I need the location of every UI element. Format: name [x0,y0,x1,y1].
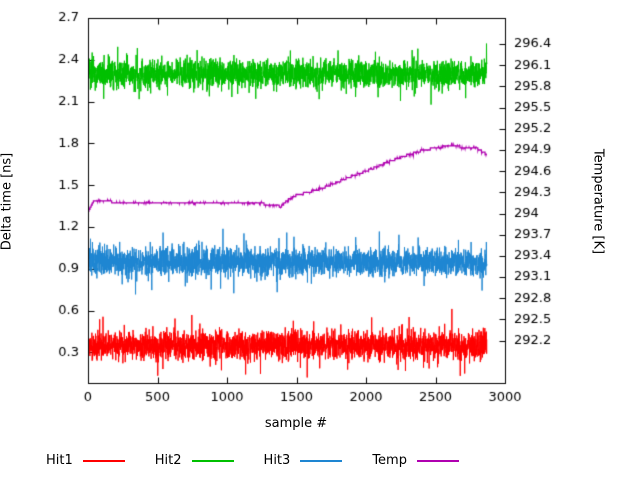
y-axis-title-right: Temperature [K] [590,148,606,255]
legend-entry-hit3: Hit3 [264,453,343,468]
legend-entry-hit2: Hit2 [155,453,234,468]
legend: Hit1 Hit2 Hit3 Temp [0,453,505,468]
legend-label-temp: Temp [372,453,407,468]
legend-label-hit2: Hit2 [154,453,182,468]
x-axis-title: sample # [264,416,328,431]
legend-label-hit3: Hit3 [263,453,291,468]
legend-line-sample-hit3 [300,459,343,462]
legend-line-sample-hit1 [82,459,125,462]
legend-entry-temp: Temp [372,453,459,468]
legend-line-sample-temp [416,459,459,462]
legend-label-hit1: Hit1 [46,453,73,468]
y-axis-title-left: Delta time [ns] [0,152,15,251]
legend-line-sample-hit2 [191,459,234,462]
legend-entry-hit1: Hit1 [46,453,125,468]
